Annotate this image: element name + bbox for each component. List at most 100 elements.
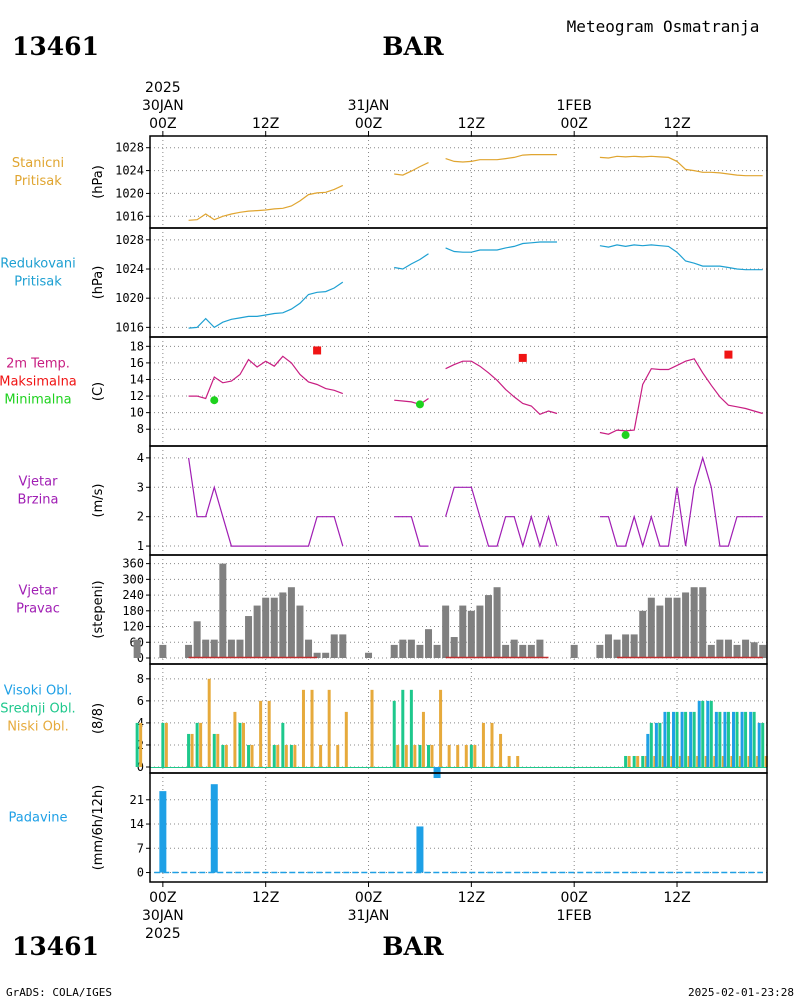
panel-frame bbox=[149, 772, 768, 883]
y-axis-label: (hPa) bbox=[91, 266, 106, 300]
wind-dir-bar bbox=[313, 652, 321, 658]
cloud-bar bbox=[401, 689, 405, 767]
cloud-bar bbox=[430, 744, 434, 767]
wind-dir-bar bbox=[707, 644, 715, 658]
wind-dir-bar bbox=[656, 605, 664, 658]
wind-dir-bar bbox=[716, 639, 724, 658]
grads-credit: GrADS: COLA/IGES bbox=[6, 986, 112, 999]
x-tick-label-bottom: 12Z bbox=[252, 890, 279, 906]
series-line bbox=[445, 154, 557, 163]
wind-dir-bar bbox=[630, 634, 638, 658]
cloud-bar bbox=[730, 755, 734, 767]
wind-dir-bar bbox=[219, 563, 227, 658]
y-tick-label: 6 bbox=[137, 694, 144, 708]
wind-dir-bar bbox=[262, 597, 270, 658]
wind-dir-bar bbox=[673, 597, 681, 658]
wind-dir-bar bbox=[279, 592, 287, 658]
panel-label: Redukovani bbox=[0, 257, 75, 272]
cloud-bar bbox=[281, 722, 285, 767]
y-axis-label: (hPa) bbox=[91, 165, 106, 199]
wind-dir-bar bbox=[322, 652, 330, 658]
cloud-bar bbox=[310, 689, 314, 767]
cloud-bar bbox=[732, 711, 736, 767]
cloud-bar bbox=[697, 700, 701, 767]
wind-dir-bar bbox=[613, 639, 621, 658]
x-tick-label-bottom: 00Z bbox=[149, 890, 176, 906]
y-tick-label: 7 bbox=[137, 841, 144, 855]
panel-station_pressure: 1016 1020 1024 1028 Stanicni Pritisak (hPa) bbox=[12, 135, 768, 229]
cloud-bar bbox=[447, 744, 451, 767]
cloud-bar bbox=[427, 744, 431, 767]
cloud-bar bbox=[207, 678, 211, 767]
wind-dir-bar bbox=[724, 639, 732, 658]
panel-frame bbox=[149, 135, 768, 229]
y-axis-label: (8/8) bbox=[91, 703, 106, 734]
cloud-bar bbox=[413, 744, 417, 767]
cloud-bar bbox=[404, 744, 408, 767]
y-axis-label: (m/s) bbox=[91, 484, 106, 518]
location-bottom: BAR bbox=[382, 932, 444, 961]
y-tick-label: 1024 bbox=[115, 164, 144, 178]
panel-label: Vjetar bbox=[19, 475, 59, 490]
y-axis-label: (stepeni) bbox=[91, 580, 106, 638]
cloud-bar bbox=[653, 755, 657, 767]
panel-clouds: 02468Visoki Obl.Srednji Obl.Niski Obl.(8… bbox=[0, 663, 768, 779]
cloud-bar bbox=[490, 722, 494, 767]
wind-dir-bar bbox=[236, 639, 244, 658]
wind-dir-bar bbox=[245, 616, 253, 658]
y-tick-label: 1016 bbox=[115, 209, 144, 223]
y-tick-label: 0 bbox=[137, 866, 144, 880]
wind-dir-bar bbox=[450, 637, 458, 658]
y-axis-label: (mm/6h/12h) bbox=[91, 785, 106, 871]
panel-label: Brzina bbox=[18, 493, 59, 508]
cloud-bar bbox=[516, 755, 520, 767]
y-tick-label: 3 bbox=[137, 480, 144, 494]
y-tick-label: 240 bbox=[122, 588, 144, 602]
wind-dir-bar bbox=[742, 639, 750, 658]
panel-label: Vjetar bbox=[19, 584, 59, 599]
cloud-bar bbox=[721, 755, 725, 767]
y-tick-label: 1020 bbox=[115, 291, 144, 305]
timestamp: 2025-02-01-23:28 bbox=[688, 986, 794, 999]
y-tick-label: 120 bbox=[122, 620, 144, 634]
cloud-bar bbox=[409, 689, 413, 767]
y-axis-label: (C) bbox=[91, 382, 106, 401]
wind-dir-bar bbox=[185, 644, 193, 658]
cloud-bar bbox=[726, 711, 730, 767]
cloud-bar bbox=[723, 711, 727, 767]
date-label-bottom: 1FEB bbox=[556, 908, 591, 924]
cloud-bar bbox=[344, 711, 348, 767]
y-tick-label: 12 bbox=[130, 389, 144, 403]
wind-dir-bar bbox=[459, 605, 467, 658]
cloud-bar bbox=[684, 711, 688, 767]
wind-dir-bar bbox=[416, 644, 424, 658]
panel-label: Maksimalna bbox=[0, 375, 77, 390]
cloud-bar bbox=[679, 755, 683, 767]
cloud-bar bbox=[233, 711, 237, 767]
cloud-bar bbox=[687, 755, 691, 767]
panel-label: Visoki Obl. bbox=[4, 684, 72, 699]
cloud-bar bbox=[696, 755, 700, 767]
wind-dir-bar bbox=[467, 610, 475, 658]
temp-min-point bbox=[210, 396, 219, 405]
cloud-bar bbox=[418, 744, 422, 767]
wind-dir-bar bbox=[159, 644, 167, 658]
wind-dir-bar bbox=[210, 639, 218, 658]
cloud-bar bbox=[632, 755, 636, 767]
cloud-bar bbox=[187, 733, 191, 767]
cloud-bar bbox=[396, 744, 400, 767]
cloud-bar bbox=[658, 722, 662, 767]
cloud-bar bbox=[749, 711, 753, 767]
station-id-bottom: 13461 bbox=[12, 932, 99, 961]
y-tick-label: 180 bbox=[122, 604, 144, 618]
wind-dir-bar bbox=[484, 595, 492, 658]
cloud-bar bbox=[241, 722, 245, 767]
y-tick-label: 360 bbox=[122, 557, 144, 571]
cloud-bar bbox=[319, 744, 323, 767]
series-line bbox=[599, 244, 763, 271]
series-line bbox=[445, 486, 558, 549]
cloud-bar bbox=[689, 711, 693, 767]
wind-dir-bar bbox=[502, 644, 510, 658]
cloud-bar bbox=[135, 722, 139, 767]
cloud-bar bbox=[624, 755, 628, 767]
